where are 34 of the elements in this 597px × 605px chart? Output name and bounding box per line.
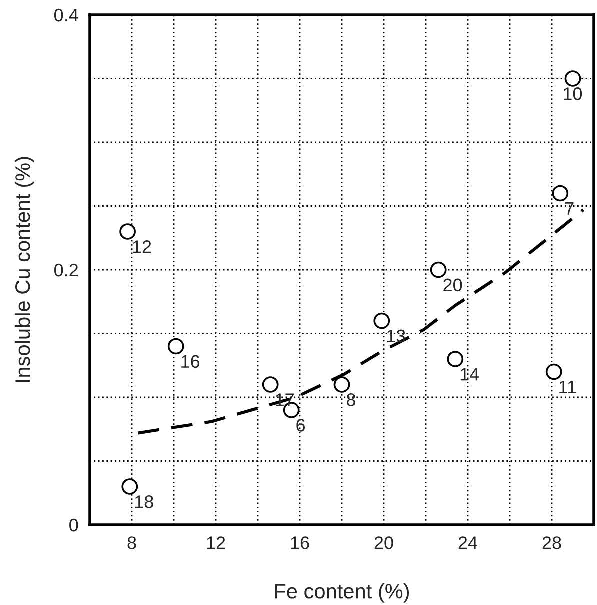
point — [546, 364, 562, 380]
y-tick-label: 0 — [70, 518, 78, 532]
point — [122, 478, 138, 495]
point — [120, 224, 136, 240]
point — [447, 351, 464, 368]
x-tick-label: 8 — [128, 536, 136, 550]
y-axis-title: Insoluble Cu content (%) — [14, 157, 34, 382]
y-tick-label: 0.4 — [54, 8, 78, 22]
x-tick-label: 20 — [374, 536, 394, 550]
annotation: 10 — [564, 88, 582, 100]
annotation: 16 — [182, 355, 200, 368]
x-tick-label: 28 — [542, 536, 562, 550]
annotation: 14 — [460, 368, 480, 381]
x-axis-title: Fe content (%) — [275, 584, 410, 603]
point — [334, 376, 350, 393]
point — [168, 338, 184, 355]
annotation: 11 — [560, 380, 576, 394]
annotation: 18 — [135, 496, 154, 508]
point — [552, 185, 569, 202]
point — [430, 262, 447, 278]
annotation: 17 — [276, 394, 294, 406]
x-tick-label: 12 — [207, 536, 226, 550]
point — [564, 70, 582, 87]
annotation: 6 — [296, 419, 306, 432]
x-tick-label: 16 — [291, 536, 310, 550]
x-tick-label: 24 — [458, 536, 478, 550]
point — [262, 376, 279, 393]
annotation: 20 — [444, 278, 462, 292]
annotation: 7 — [565, 202, 574, 215]
annotation: 8 — [346, 394, 356, 406]
annotation: 12 — [133, 240, 152, 254]
annotation: 13 — [387, 330, 406, 343]
y-tick-label: 0.2 — [54, 264, 78, 277]
point — [374, 312, 390, 330]
